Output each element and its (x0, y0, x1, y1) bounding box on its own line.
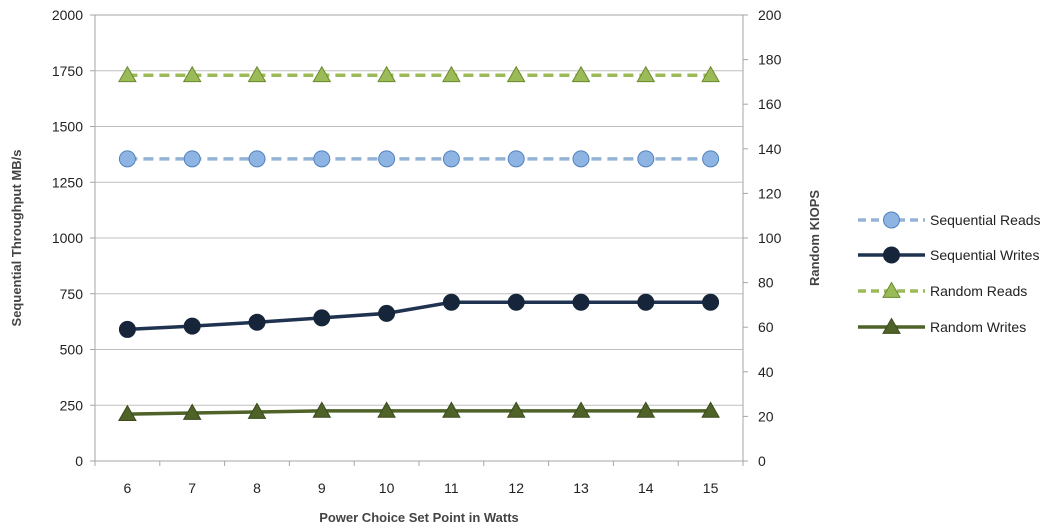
data-point (377, 65, 396, 83)
x-tick-label: 8 (253, 480, 261, 496)
right-tick-label: 120 (758, 185, 782, 201)
data-point (118, 150, 136, 168)
data-point (637, 293, 655, 311)
data-point (442, 65, 461, 83)
left-tick-label: 250 (60, 397, 84, 413)
data-point (377, 401, 396, 418)
right-tick-label: 40 (758, 364, 774, 380)
legend-label: Sequential Reads (930, 212, 1041, 228)
legend-label: Sequential Writes (930, 247, 1039, 263)
left-tick-label: 2000 (52, 7, 83, 23)
data-point (637, 150, 655, 168)
data-point (701, 65, 720, 83)
left-tick-label: 1750 (52, 63, 83, 79)
data-point (506, 401, 526, 418)
legend-item: Sequential Writes (858, 246, 1039, 264)
series-random-reads (118, 65, 720, 83)
x-axis-label: Power Choice Set Point in Watts (319, 510, 519, 525)
left-tick-label: 1500 (52, 119, 83, 135)
data-point (571, 65, 591, 83)
right-tick-label: 200 (758, 7, 782, 23)
data-point (247, 402, 267, 419)
data-point (378, 304, 396, 322)
legend-item: Random Writes (858, 317, 1026, 335)
data-point (248, 313, 266, 331)
y-axis-label: Sequential Throughput MB/s (9, 150, 24, 327)
series-sequential-reads (118, 150, 720, 168)
x-tick-label: 7 (188, 480, 196, 496)
data-point (182, 403, 202, 420)
right-tick-label: 100 (758, 230, 782, 246)
data-point (378, 150, 396, 168)
legend-swatch-marker (883, 246, 900, 264)
data-point (313, 309, 331, 327)
series-random-writes (118, 401, 720, 422)
x-tick-label: 13 (573, 480, 589, 496)
right-tick-label: 0 (758, 453, 766, 469)
data-point (442, 293, 460, 311)
right-tick-label: 180 (758, 52, 782, 68)
data-point (571, 401, 591, 418)
data-point (313, 150, 331, 168)
series-line (127, 409, 711, 416)
right-tick-label: 140 (758, 141, 782, 157)
left-tick-label: 1000 (52, 230, 83, 246)
right-tick-label: 80 (758, 275, 774, 291)
right-axis-ticks: 0 20 40 60 80 100 120 140 160 180 200 (743, 7, 782, 469)
legend-item: Random Reads (858, 281, 1027, 299)
legend-label: Random Reads (930, 283, 1027, 299)
data-point (118, 404, 137, 422)
data-point (507, 150, 525, 168)
x-tick-label: 12 (508, 480, 524, 496)
data-point (702, 293, 720, 311)
series-sequential-writes (118, 293, 720, 338)
data-point (183, 317, 201, 335)
data-point (636, 401, 656, 418)
data-point (182, 65, 202, 83)
x-tick-label: 11 (444, 480, 459, 496)
x-tick-label: 6 (124, 480, 132, 496)
data-point (247, 65, 267, 83)
data-point (507, 293, 525, 311)
data-point (506, 65, 526, 83)
data-point (572, 150, 590, 168)
data-point (118, 65, 137, 83)
legend-label: Random Writes (930, 319, 1026, 335)
right-tick-label: 20 (758, 408, 774, 424)
series-layer (118, 65, 720, 422)
series-line (127, 300, 711, 332)
legend-swatch-marker (883, 211, 900, 229)
x-axis-ticks: 6 7 8 9 10 11 12 13 14 15 (94, 461, 744, 496)
left-axis-ticks: 0 250 500 750 1000 1250 1500 1750 2000 (52, 7, 95, 469)
left-tick-label: 500 (60, 342, 84, 358)
data-point (312, 401, 332, 418)
data-point (183, 150, 201, 168)
data-point (248, 150, 266, 168)
data-point (636, 65, 656, 83)
left-tick-label: 750 (60, 286, 84, 302)
x-tick-label: 9 (318, 480, 326, 496)
data-point (701, 401, 720, 418)
data-point (442, 401, 461, 418)
data-point (702, 150, 720, 168)
y2-axis-label: Random KIOPS (807, 190, 822, 286)
x-tick-label: 15 (703, 480, 719, 496)
x-tick-label: 14 (638, 480, 654, 496)
left-tick-label: 1250 (52, 174, 83, 190)
right-tick-label: 60 (758, 319, 774, 335)
x-tick-label: 10 (379, 480, 395, 496)
legend-swatch-marker (882, 281, 901, 298)
data-point (572, 293, 590, 311)
left-tick-label: 0 (75, 453, 83, 469)
data-point (442, 150, 460, 168)
legend: Sequential Reads Sequential Writes Random … (858, 211, 1041, 335)
legend-item: Sequential Reads (858, 211, 1041, 229)
data-point (118, 320, 136, 338)
right-tick-label: 160 (758, 96, 782, 112)
gridlines (95, 70, 743, 406)
legend-swatch-marker (882, 317, 901, 334)
data-point (312, 65, 332, 83)
